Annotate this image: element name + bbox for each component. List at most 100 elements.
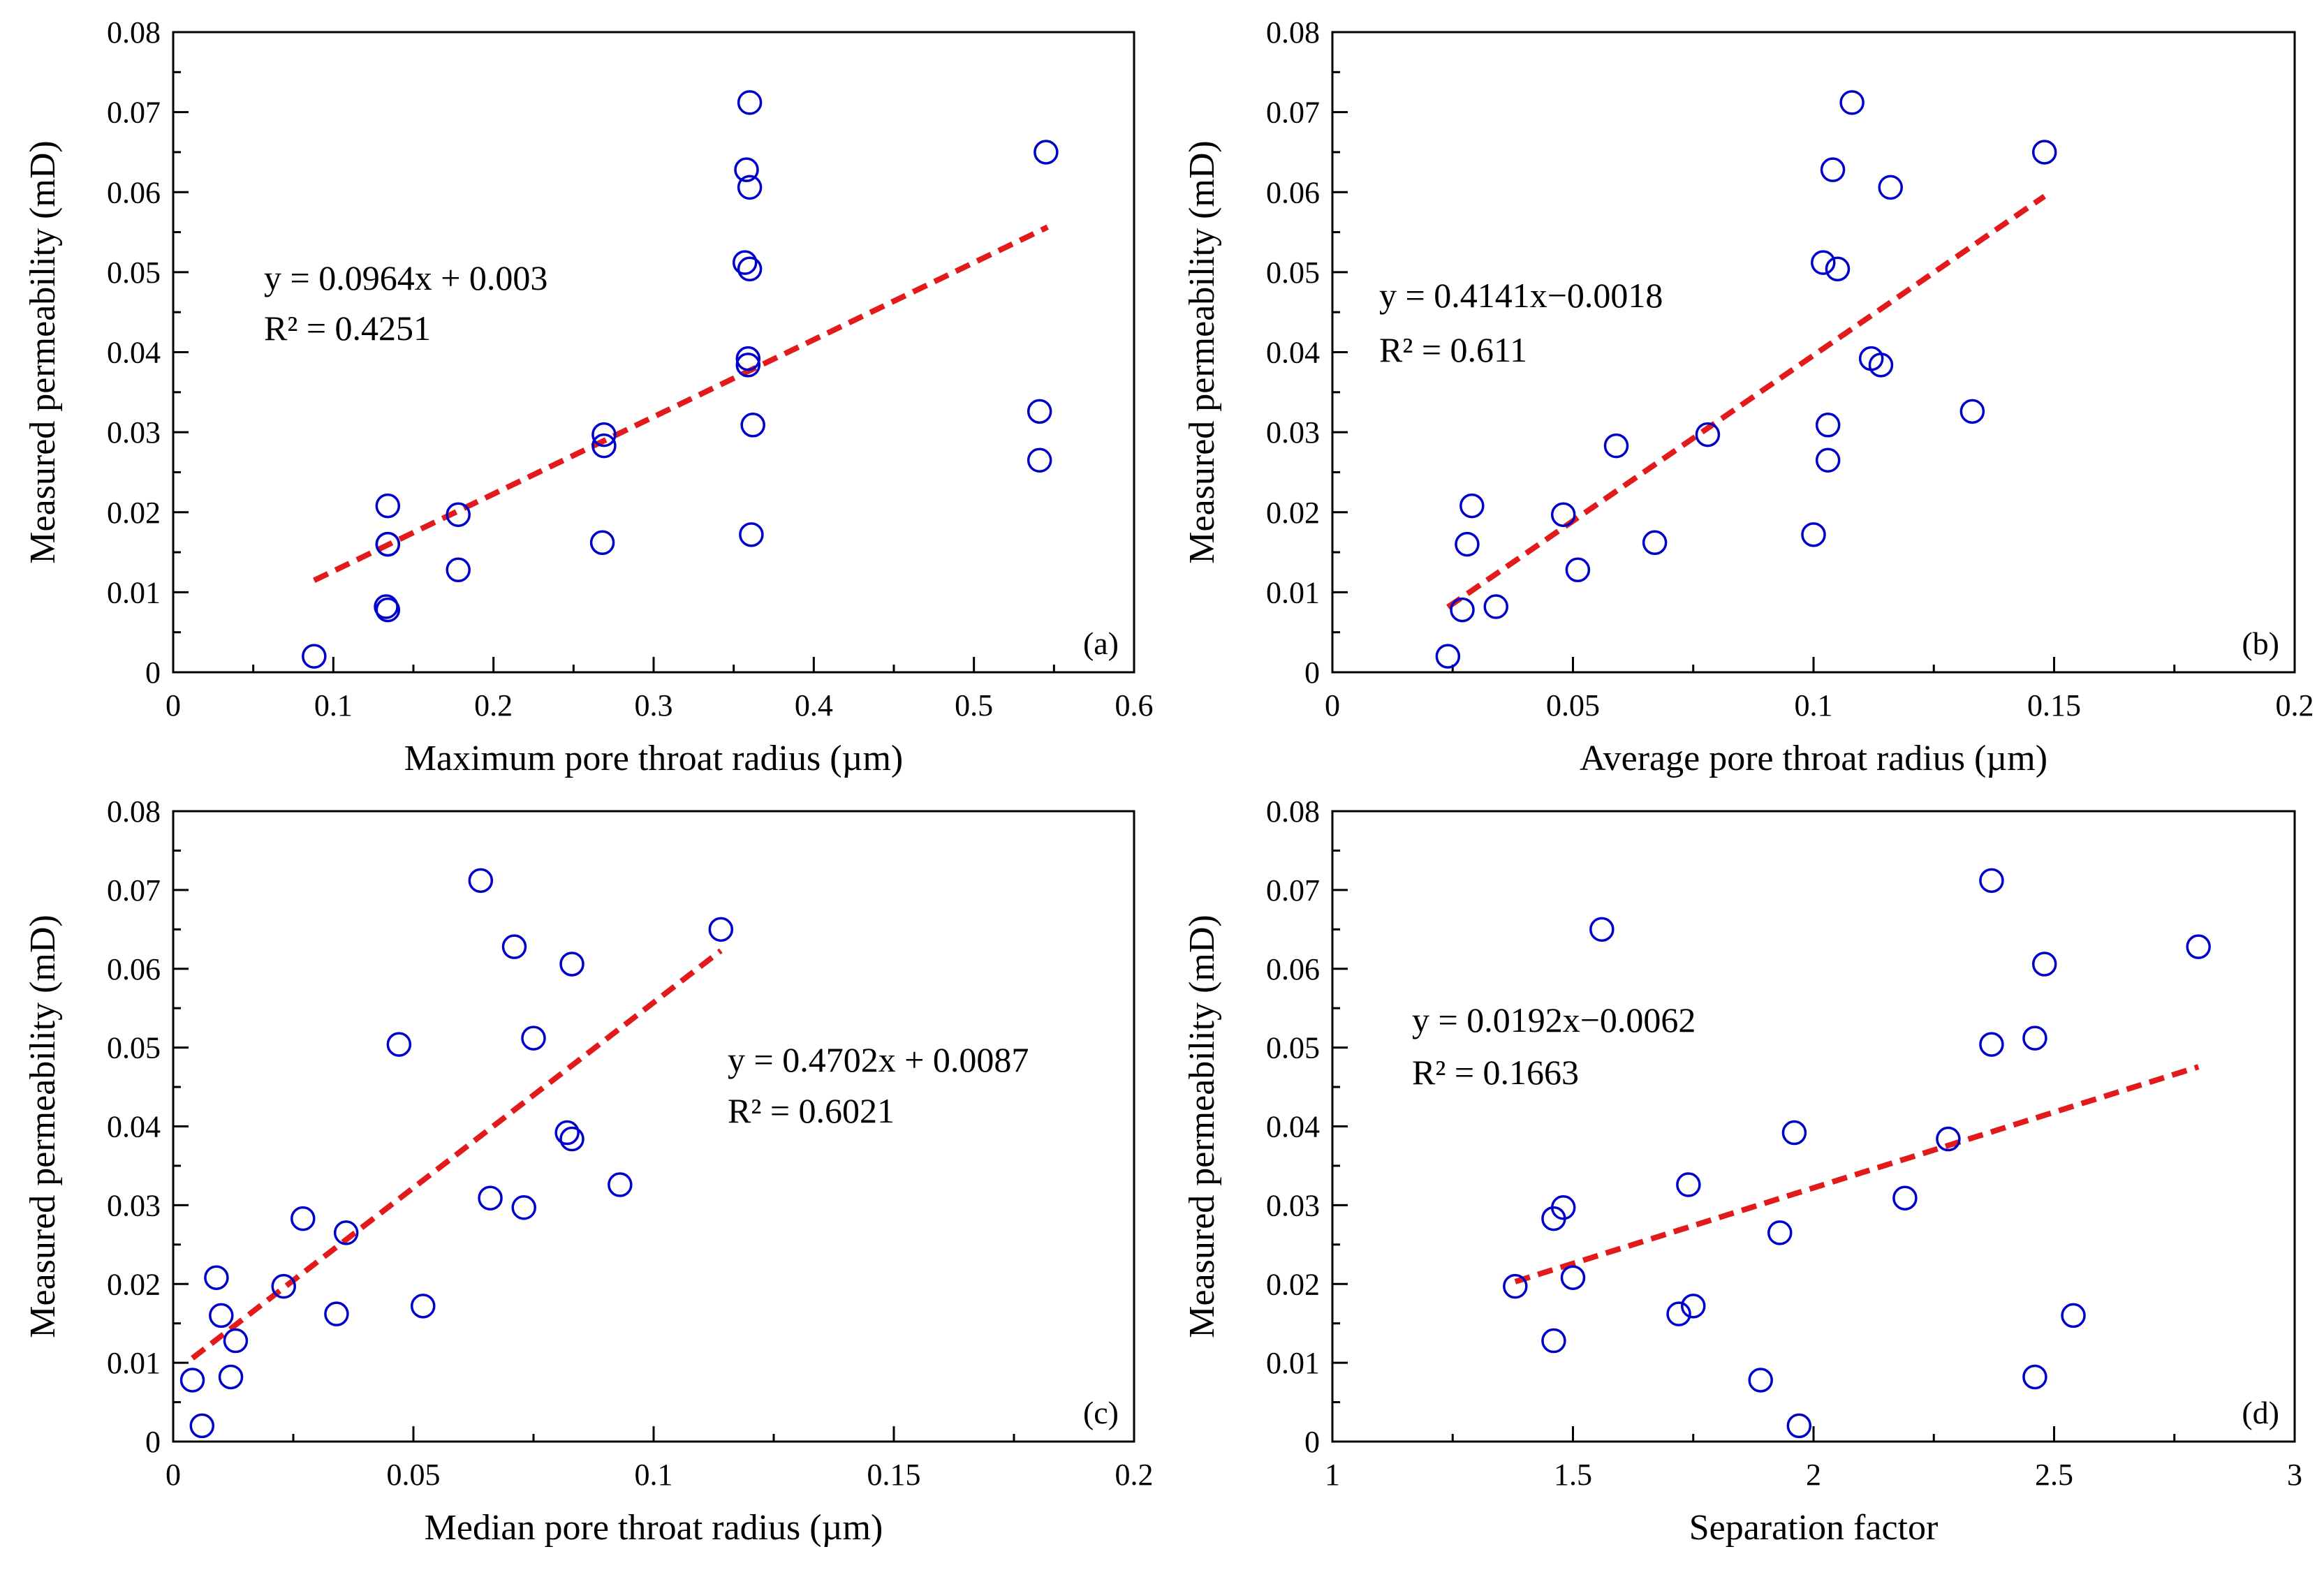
y-tick-label-a: 0.01 <box>107 575 161 609</box>
y-tick-label-b: 0.03 <box>1266 415 1320 450</box>
x-axis-title-c: Median pore throat radius (µm) <box>425 1508 883 1548</box>
y-tick-label-c: 0.06 <box>107 952 161 986</box>
y-axis-title-b: Measured permeability (mD) <box>1182 140 1222 563</box>
data-point-c <box>559 952 584 977</box>
x-axis-title-a: Maximum pore throat radius (µm) <box>404 739 903 778</box>
data-point-a <box>735 353 761 378</box>
x-tick-label-d: 1 <box>1325 1458 1340 1492</box>
data-point-d <box>1936 1126 1961 1152</box>
data-point-a <box>737 175 763 200</box>
trend-line-d <box>1514 1064 2200 1284</box>
data-point-b <box>1483 594 1509 619</box>
data-point-c <box>179 1368 205 1393</box>
data-point-a <box>375 531 401 557</box>
data-point-a <box>740 413 765 438</box>
data-point-d <box>2022 1364 2047 1390</box>
data-point-b <box>1455 531 1480 557</box>
x-tick-label-a: 0.1 <box>314 688 353 723</box>
data-point-b <box>1868 353 1894 378</box>
data-point-c <box>608 1172 633 1197</box>
y-tick-label-c: 0.08 <box>107 794 161 829</box>
data-point-c <box>324 1301 349 1326</box>
data-point-c <box>189 1413 215 1439</box>
data-point-d <box>2186 934 2211 959</box>
y-tick-label-d: 0.03 <box>1266 1188 1320 1222</box>
y-tick-label-b: 0.08 <box>1266 15 1320 50</box>
x-tick-label-b: 0.2 <box>2276 688 2314 723</box>
y-tick-label-b: 0.04 <box>1266 336 1320 370</box>
y-axis-title-a: Measured permeability (mD) <box>23 140 63 563</box>
y-tick-label-a: 0.04 <box>107 336 161 370</box>
y-tick-label-a: 0.05 <box>107 256 161 290</box>
data-point-a <box>737 90 763 115</box>
data-point-c <box>411 1294 436 1319</box>
x-tick-label-d: 1.5 <box>1554 1458 1592 1492</box>
data-point-a <box>591 422 617 447</box>
data-point-c <box>521 1026 546 1051</box>
data-point-d <box>1681 1294 1706 1319</box>
data-point-c <box>223 1328 249 1354</box>
data-point-b <box>1550 502 1576 527</box>
y-tick-label-d: 0.02 <box>1266 1267 1320 1301</box>
y-tick-label-c: 0.02 <box>107 1267 161 1301</box>
y-tick-label-d: 0.07 <box>1266 873 1320 908</box>
y-tick-label-a: 0 <box>145 656 161 690</box>
y-tick-label-d: 0.08 <box>1266 794 1320 829</box>
data-point-b <box>1603 433 1629 459</box>
data-point-c <box>218 1364 244 1390</box>
data-point-d <box>1767 1220 1793 1245</box>
data-point-a <box>1027 399 1052 424</box>
y-tick-label-c: 0.01 <box>107 1346 161 1380</box>
panel-label-b: (b) <box>2242 625 2279 661</box>
data-point-b <box>1959 399 1985 424</box>
r2-label-a: R² = 0.4251 <box>264 309 431 348</box>
x-tick-label-d: 2 <box>1806 1458 1821 1492</box>
data-point-d <box>1560 1265 1586 1290</box>
data-point-b <box>1435 644 1461 669</box>
data-point-d <box>1786 1413 1812 1439</box>
data-point-c <box>478 1185 503 1210</box>
trend-line-b <box>1446 193 2046 610</box>
data-point-c <box>209 1303 234 1328</box>
x-tick-label-c: 0.2 <box>1115 1458 1154 1492</box>
data-point-b <box>1565 557 1591 583</box>
y-axis-title-d: Measured permeability (mD) <box>1182 915 1222 1338</box>
r2-label-d: R² = 0.1663 <box>1412 1053 1579 1092</box>
data-point-b <box>1820 157 1846 182</box>
data-point-b <box>1642 530 1668 556</box>
data-point-c <box>204 1265 229 1290</box>
data-point-c <box>708 917 734 942</box>
x-tick-label-c: 0.05 <box>387 1458 441 1492</box>
data-point-d <box>2022 1026 2047 1051</box>
data-point-a <box>589 530 615 556</box>
panel-label-d: (d) <box>2242 1395 2279 1430</box>
y-tick-label-d: 0.01 <box>1266 1346 1320 1380</box>
data-point-d <box>1550 1195 1576 1220</box>
data-point-a <box>734 157 759 182</box>
data-point-a <box>737 256 763 282</box>
data-point-d <box>1892 1185 1918 1210</box>
panel-d: 1 1.5 2 2.5 3 0 0.01 0.02 0.03 0.04 0.05 0.06 0.07 0.… <box>1182 794 2302 1548</box>
y-tick-label-c: 0 <box>145 1425 161 1459</box>
data-point-b <box>1801 522 1826 547</box>
y-tick-label-a: 0.02 <box>107 496 161 530</box>
panel-a: 0 0.1 0.2 0.3 0.4 0.5 0.6 0 0.01 0.02 0.03 0.04 0.05… <box>23 15 1154 778</box>
y-axis-title-c: Measured permeability (mD) <box>23 915 63 1338</box>
y-tick-label-d: 0.04 <box>1266 1110 1320 1144</box>
x-tick-label-a: 0 <box>166 688 181 723</box>
y-tick-label-b: 0.06 <box>1266 175 1320 209</box>
y-tick-label-a: 0.06 <box>107 175 161 209</box>
y-tick-label-a: 0.08 <box>107 15 161 50</box>
y-tick-label-a: 0.07 <box>107 96 161 130</box>
x-tick-label-c: 0 <box>166 1458 181 1492</box>
data-point-b <box>1878 175 1903 200</box>
trend-line-a <box>313 224 1049 583</box>
data-point-c <box>468 868 494 894</box>
y-tick-label-c: 0.07 <box>107 873 161 908</box>
data-point-a <box>732 250 758 275</box>
panel-label-c: (c) <box>1083 1395 1119 1430</box>
y-tick-label-d: 0 <box>1304 1425 1320 1459</box>
data-point-b <box>1815 447 1841 473</box>
x-tick-label-c: 0.15 <box>867 1458 921 1492</box>
